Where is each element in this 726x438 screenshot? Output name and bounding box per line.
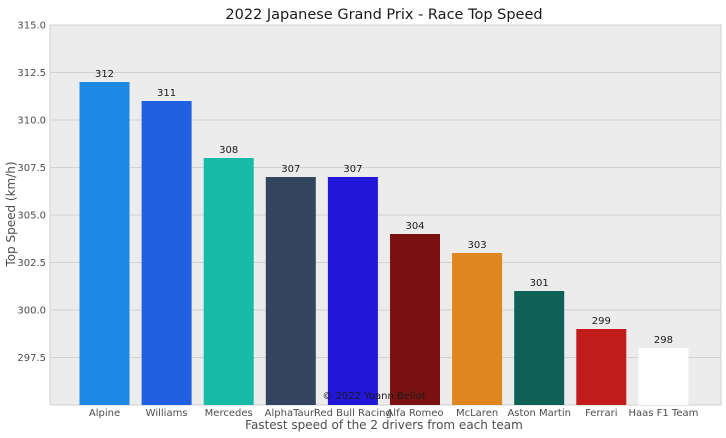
bar [203, 158, 254, 405]
x-axis-title: Fastest speed of the 2 drivers from each… [245, 418, 523, 432]
x-tick-label: Aston Martin [507, 408, 571, 419]
x-tick-label: Alpine [89, 408, 120, 419]
bar-value-label: 298 [654, 335, 673, 346]
bar-value-label: 308 [219, 145, 238, 156]
bar [265, 177, 316, 405]
bar-value-label: 301 [530, 278, 549, 289]
watermark: © 2022 Yoann Bellot [322, 391, 425, 402]
bar [638, 348, 689, 405]
bars [79, 82, 689, 405]
x-tick-label: Red Bull Racing [314, 408, 392, 419]
y-tick-label: 312.5 [17, 68, 46, 79]
y-axis-ticks: 297.5 300.0 302.5 305.0 307.5 310.0 312.5 315.0 [17, 21, 46, 365]
x-tick-label: Haas F1 Team [628, 408, 698, 419]
bar-value-label: 303 [468, 240, 487, 251]
bar [576, 329, 627, 405]
bar [141, 101, 192, 405]
x-tick-label: Mercedes [205, 408, 253, 419]
y-tick-label: 297.5 [17, 353, 46, 364]
bar [79, 82, 130, 405]
bar-value-labels: 312 311 308 307 307 304 303 301 299 298 [95, 69, 673, 346]
bar [514, 291, 565, 405]
bar [390, 234, 440, 405]
x-tick-label: AlphaTauri [265, 408, 317, 419]
bar [452, 253, 503, 405]
bar [327, 177, 378, 405]
bar-value-label: 304 [405, 221, 424, 232]
bar-value-label: 312 [95, 69, 114, 80]
bar-value-label: 307 [343, 164, 362, 175]
y-tick-label: 307.5 [17, 163, 46, 174]
x-tick-label: McLaren [456, 408, 498, 419]
y-tick-label: 300.0 [17, 306, 46, 317]
bar-value-label: 299 [592, 316, 611, 327]
y-tick-label: 310.0 [17, 116, 46, 127]
bar-value-label: 311 [157, 88, 176, 99]
chart-title: 2022 Japanese Grand Prix - Race Top Spee… [225, 7, 542, 23]
y-tick-label: 302.5 [17, 258, 46, 269]
x-tick-label: Williams [146, 408, 188, 419]
x-tick-label: Alfa Romeo [386, 408, 443, 419]
y-tick-label: 305.0 [17, 211, 46, 222]
bar-value-label: 307 [281, 164, 300, 175]
y-tick-label: 315.0 [17, 21, 46, 32]
y-axis-title: Top Speed (km/h) [4, 161, 18, 267]
x-tick-label: Ferrari [585, 408, 617, 419]
